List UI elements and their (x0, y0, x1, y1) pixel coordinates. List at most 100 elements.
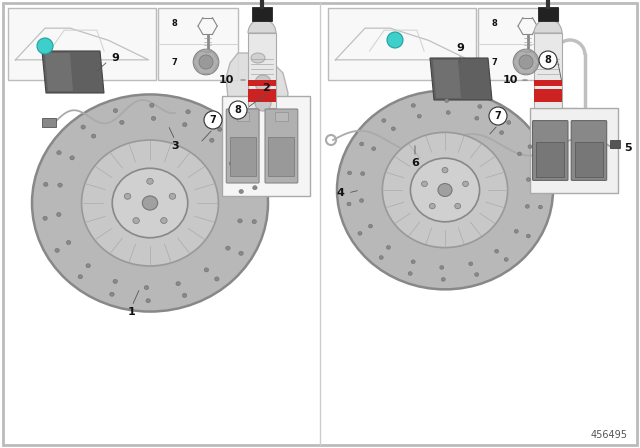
Ellipse shape (81, 125, 85, 129)
Ellipse shape (463, 181, 468, 186)
Ellipse shape (478, 105, 482, 108)
Ellipse shape (473, 174, 482, 206)
Bar (237, 112, 249, 121)
Text: 10: 10 (218, 75, 234, 85)
Ellipse shape (526, 234, 531, 238)
Ellipse shape (67, 241, 71, 245)
Circle shape (539, 51, 557, 69)
Circle shape (519, 55, 533, 69)
FancyBboxPatch shape (227, 109, 259, 183)
Ellipse shape (112, 168, 188, 238)
Bar (536, 142, 564, 177)
Ellipse shape (44, 182, 48, 186)
Ellipse shape (445, 99, 449, 103)
Ellipse shape (348, 171, 351, 175)
Bar (268, 137, 294, 176)
Bar (534, 79, 562, 86)
Ellipse shape (440, 266, 444, 269)
Bar (252, 7, 272, 21)
Ellipse shape (133, 218, 140, 224)
Ellipse shape (527, 177, 531, 181)
Ellipse shape (218, 127, 222, 131)
Ellipse shape (539, 174, 543, 178)
Ellipse shape (253, 185, 257, 190)
Ellipse shape (347, 202, 351, 206)
Bar (610, 140, 620, 148)
Ellipse shape (176, 281, 180, 286)
Ellipse shape (180, 185, 190, 221)
Ellipse shape (147, 178, 153, 184)
Ellipse shape (58, 183, 62, 187)
Circle shape (229, 101, 247, 119)
Ellipse shape (113, 108, 118, 113)
Ellipse shape (55, 248, 60, 252)
Bar (328, 8, 476, 80)
Circle shape (255, 95, 271, 111)
Text: 456495: 456495 (591, 430, 628, 440)
Ellipse shape (43, 216, 47, 220)
Ellipse shape (369, 224, 372, 228)
Ellipse shape (252, 220, 257, 224)
Ellipse shape (379, 256, 383, 259)
Ellipse shape (391, 127, 396, 131)
Ellipse shape (412, 103, 415, 108)
Bar (248, 89, 276, 102)
Circle shape (489, 107, 507, 125)
Circle shape (199, 55, 213, 69)
Bar (478, 8, 558, 80)
Ellipse shape (229, 161, 234, 166)
Polygon shape (45, 53, 73, 91)
Text: 6: 6 (411, 158, 419, 168)
Ellipse shape (226, 246, 230, 250)
Ellipse shape (142, 196, 157, 210)
Text: 9: 9 (111, 53, 119, 63)
Bar (275, 112, 287, 121)
Ellipse shape (186, 110, 190, 114)
Circle shape (193, 49, 219, 75)
Ellipse shape (209, 138, 214, 142)
Ellipse shape (429, 203, 435, 209)
Ellipse shape (360, 142, 364, 146)
Bar (534, 89, 562, 102)
Ellipse shape (442, 168, 448, 173)
Circle shape (255, 75, 271, 91)
Ellipse shape (475, 273, 479, 276)
Text: 7: 7 (491, 57, 497, 66)
Text: 8: 8 (171, 19, 177, 28)
Ellipse shape (528, 145, 532, 149)
Bar (222, 96, 310, 196)
Ellipse shape (204, 268, 209, 272)
Ellipse shape (113, 280, 118, 284)
Ellipse shape (446, 111, 451, 114)
Bar (8, 8, 156, 80)
Ellipse shape (360, 198, 364, 202)
Ellipse shape (32, 95, 268, 311)
Text: 8: 8 (491, 19, 497, 28)
Ellipse shape (182, 123, 187, 127)
Circle shape (387, 32, 403, 48)
Text: 8: 8 (235, 105, 241, 115)
Ellipse shape (500, 131, 504, 134)
Ellipse shape (358, 232, 362, 235)
Wedge shape (248, 19, 276, 33)
Text: 9: 9 (456, 43, 464, 53)
Ellipse shape (417, 114, 421, 118)
Ellipse shape (525, 204, 529, 208)
Ellipse shape (411, 260, 415, 263)
Ellipse shape (92, 134, 96, 138)
Text: 7: 7 (210, 115, 216, 125)
Ellipse shape (57, 151, 61, 155)
Polygon shape (433, 60, 461, 98)
Ellipse shape (150, 103, 154, 108)
Ellipse shape (408, 271, 412, 276)
Polygon shape (42, 51, 104, 93)
PathPatch shape (226, 53, 288, 128)
Ellipse shape (144, 285, 148, 290)
Ellipse shape (151, 116, 156, 121)
Bar (575, 142, 603, 177)
Ellipse shape (538, 205, 543, 209)
Ellipse shape (495, 250, 499, 253)
Ellipse shape (124, 193, 131, 199)
Ellipse shape (387, 246, 390, 249)
Ellipse shape (382, 119, 386, 122)
